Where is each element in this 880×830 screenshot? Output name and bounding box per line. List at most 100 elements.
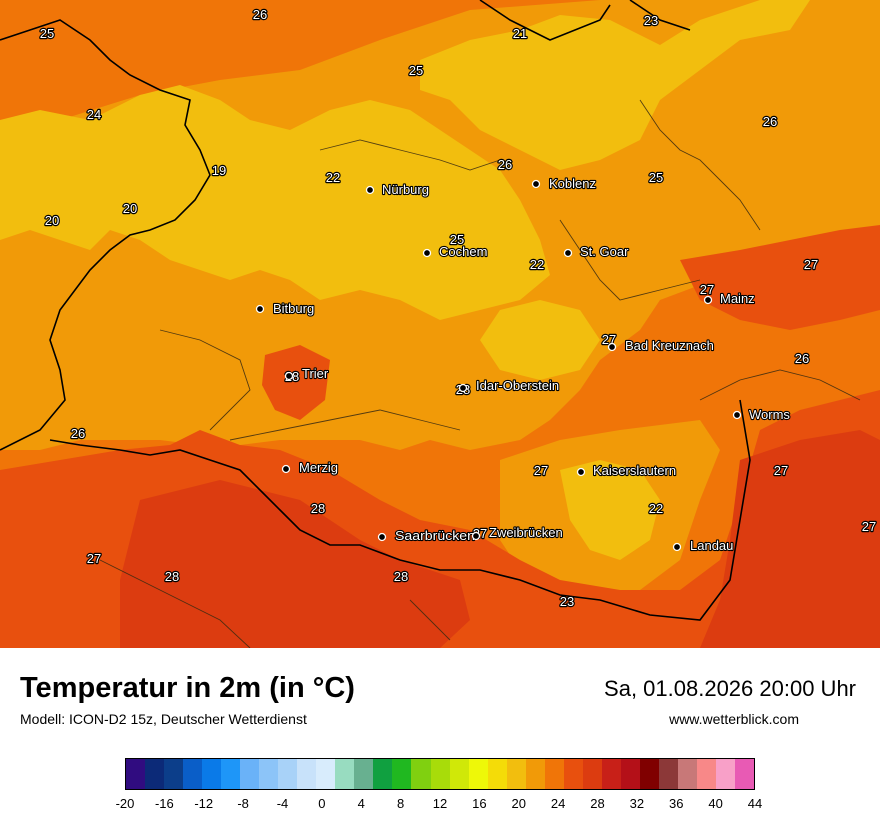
legend-tick-label: 20 — [511, 796, 526, 811]
legend-swatch — [506, 759, 526, 789]
legend-swatch — [145, 759, 165, 789]
legend-swatch — [164, 759, 184, 789]
legend-swatch — [468, 759, 488, 789]
city-dot-icon — [365, 185, 375, 195]
city-dot-icon — [563, 248, 573, 258]
legend-swatch — [373, 759, 393, 789]
city-marker-st-goar[interactable]: St. Goar — [563, 243, 630, 260]
temp-label: 26 — [253, 7, 267, 22]
city-label: Bitburg — [273, 301, 314, 316]
temperature-zone-yellow-center — [480, 300, 600, 380]
temp-label: 22 — [649, 501, 663, 516]
city-dot-icon — [576, 467, 586, 477]
temp-label: 27 — [87, 551, 101, 566]
city-marker-trier[interactable]: Trier — [284, 365, 330, 382]
city-label: Zweibrücken — [489, 525, 563, 540]
temperature-zone-deep-red — [120, 480, 470, 648]
temperature-zone-yellow-south — [560, 460, 660, 560]
legend-swatch — [411, 759, 431, 789]
city-marker-idar-oberstein[interactable]: Idar-Oberstein — [458, 377, 560, 394]
city-marker-merzig[interactable]: Merzig — [281, 459, 339, 476]
city-label: Landau — [690, 538, 733, 553]
city-dot-icon — [255, 304, 265, 314]
city-marker-mainz[interactable]: Mainz — [703, 290, 756, 307]
temp-label: 26 — [763, 114, 777, 129]
legend-swatch — [221, 759, 241, 789]
city-marker-saarbruecken[interactable]: Saarbrücken — [377, 527, 476, 544]
temp-label: 21 — [513, 26, 527, 41]
color-legend — [125, 758, 755, 790]
legend-tick-label: 8 — [397, 796, 405, 811]
city-label: Mainz — [720, 291, 755, 306]
temp-label: 25 — [409, 63, 423, 78]
website-link[interactable]: www.wetterblick.com — [669, 711, 799, 727]
legend-swatch — [563, 759, 583, 789]
model-source: Modell: ICON-D2 15z, Deutscher Wetterdie… — [20, 711, 307, 727]
legend-swatch — [126, 759, 146, 789]
city-dot-icon — [281, 464, 291, 474]
temp-label: 26 — [795, 351, 809, 366]
temp-label: 20 — [123, 201, 137, 216]
legend-swatch — [278, 759, 298, 789]
legend-ticks: -20 -16 -12 -8 -4 0 4 8 12 16 20 24 28 32 36 40 44 — [0, 796, 880, 814]
legend-tick-label: 40 — [708, 796, 723, 811]
country-borders — [0, 0, 751, 621]
legend-swatch — [601, 759, 621, 789]
city-marker-bad-kreuznach[interactable]: Bad Kreuznach — [607, 337, 715, 354]
legend-tick-label: 28 — [590, 796, 605, 811]
temperature-map[interactable]: 26 23 25 21 25 24 26 26 25 19 22 20 20 2… — [0, 0, 880, 648]
city-marker-landau[interactable]: Landau — [672, 537, 734, 554]
temperature-zone-red-east — [680, 225, 880, 330]
city-label: Worms — [749, 407, 790, 422]
map-title: Temperatur in 2m (in °C) — [20, 672, 355, 704]
legend-swatch — [202, 759, 222, 789]
legend-tick-label: -20 — [115, 796, 135, 811]
city-dot-icon — [732, 410, 742, 420]
city-marker-koblenz[interactable]: Koblenz — [531, 175, 597, 192]
city-label: Idar-Oberstein — [476, 378, 559, 393]
temp-label: 28 — [311, 501, 325, 516]
legend-tick-label: -16 — [154, 796, 174, 811]
legend-swatch — [430, 759, 450, 789]
city-marker-kaiserslautern[interactable]: Kaiserslautern — [576, 462, 677, 479]
legend-swatch — [354, 759, 374, 789]
state-boundaries — [99, 99, 861, 648]
city-dot-icon — [531, 179, 541, 189]
temp-label: 28 — [165, 569, 179, 584]
temp-label: 25 — [649, 170, 663, 185]
legend-tick-label: -4 — [276, 796, 289, 811]
map-canvas: 26 23 25 21 25 24 26 26 25 19 22 20 20 2… — [0, 0, 880, 648]
temp-label: 25 — [450, 232, 464, 247]
legend-swatch — [392, 759, 412, 789]
legend-tick-label: 0 — [318, 796, 326, 811]
legend-tick-label: 24 — [550, 796, 566, 811]
legend-tick-label: 44 — [747, 796, 763, 811]
city-marker-bitburg[interactable]: Bitburg — [255, 300, 315, 317]
temp-label: 22 — [530, 257, 544, 272]
legend-swatch — [544, 759, 564, 789]
legend-tick-label: 32 — [629, 796, 645, 811]
legend-swatch — [487, 759, 507, 789]
city-markers: Nürburg Koblenz Cochem St. Goar Mainz Bi… — [255, 175, 792, 554]
city-dot-icon — [377, 532, 387, 542]
city-marker-cochem[interactable]: Cochem — [422, 243, 489, 260]
city-label: Nürburg — [382, 182, 429, 197]
city-label: Bad Kreuznach — [625, 338, 714, 353]
temp-label: 25 — [40, 26, 54, 41]
legend-swatch — [735, 759, 755, 789]
legend-swatch — [449, 759, 469, 789]
legend-swatch — [297, 759, 317, 789]
temp-label: 27 — [534, 463, 548, 478]
temperature-zone-red-trier — [262, 345, 330, 420]
legend-tick-label: -12 — [194, 796, 214, 811]
legend-tick-label: 4 — [357, 796, 365, 811]
temp-label: 28 — [394, 569, 408, 584]
city-marker-worms[interactable]: Worms — [732, 406, 792, 423]
forecast-datetime: Sa, 01.08.2026 20:00 Uhr — [604, 676, 856, 701]
temperature-labels: 26 23 25 21 25 24 26 26 25 19 22 20 20 2… — [39, 6, 878, 610]
city-marker-zweibruecken[interactable]: Zweibrücken — [471, 524, 564, 541]
city-marker-nuerburg[interactable]: Nürburg — [365, 181, 430, 198]
temp-label: 27 — [774, 463, 788, 478]
temp-label: 27 — [700, 282, 714, 297]
legend-tick-label: 36 — [669, 796, 684, 811]
